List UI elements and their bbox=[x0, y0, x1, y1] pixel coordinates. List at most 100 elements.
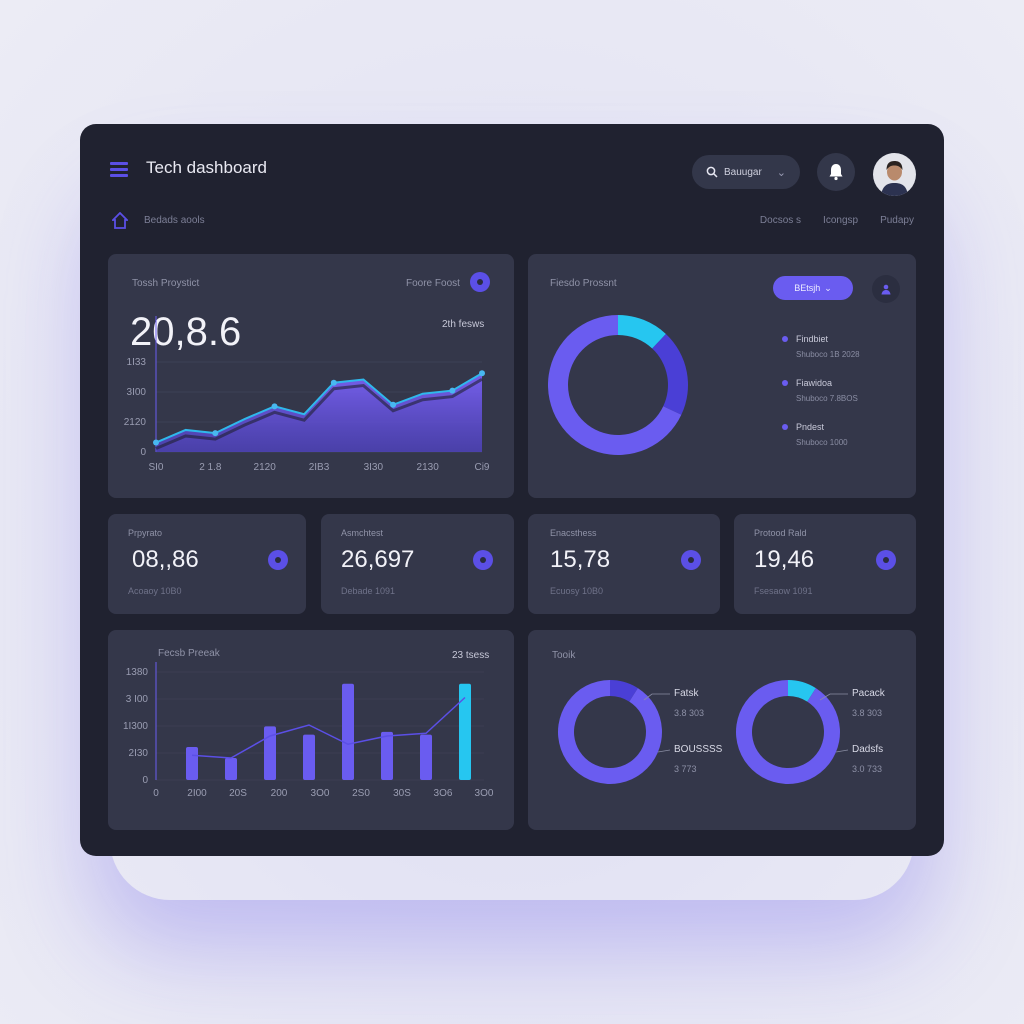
bar-x-tick: 30S bbox=[393, 788, 411, 799]
bar-x-tick: 3O6 bbox=[434, 788, 453, 799]
header-link-3[interactable]: Pudapy bbox=[880, 215, 914, 226]
stat-label-4: Protood Rald bbox=[754, 528, 807, 538]
header-links: Docsos s Icongsp Pudapy bbox=[760, 215, 914, 226]
avatar[interactable] bbox=[873, 153, 916, 196]
legend-name-1: Findbiet bbox=[782, 334, 860, 344]
menu-icon[interactable] bbox=[110, 162, 128, 178]
legend-dot-2 bbox=[782, 380, 788, 386]
stat-value-4: 19,46 bbox=[754, 546, 815, 573]
header-link-2[interactable]: Icongsp bbox=[823, 215, 859, 226]
search-label: Bauugar bbox=[724, 166, 762, 178]
bar-4 bbox=[303, 734, 315, 780]
main-donut-slice-2 bbox=[652, 333, 688, 415]
breadcrumb: Bedads aools bbox=[144, 215, 205, 226]
home-icon[interactable] bbox=[112, 212, 128, 230]
distribution-card: Fiesdo Prossnt bbox=[528, 254, 916, 498]
area-point bbox=[153, 439, 159, 446]
bell-icon bbox=[829, 164, 843, 181]
area-y-tick: 2120 bbox=[124, 417, 147, 428]
stat-label-2: Asmchtest bbox=[341, 528, 384, 538]
legend-detail-3: Shuboco 1000 bbox=[796, 438, 848, 447]
right-donut-leader-2 bbox=[835, 749, 849, 753]
left-donut-slice-1 bbox=[610, 680, 638, 702]
right-donut-slice-2 bbox=[736, 680, 840, 784]
stat-button-3[interactable] bbox=[681, 550, 701, 570]
area-y-tick: 0 bbox=[140, 447, 146, 458]
legend-name-3: Pndest bbox=[782, 422, 848, 432]
legend-label-3: Pndest bbox=[796, 422, 825, 432]
area-x-tick: 3I30 bbox=[364, 462, 384, 473]
stat-value-1: 08,,86 bbox=[132, 546, 199, 573]
distribution-card-label: Fiesdo Prossnt bbox=[550, 278, 617, 289]
filter-button-label: BEtsjh bbox=[794, 283, 821, 293]
area-fill bbox=[156, 373, 482, 452]
search-dropdown[interactable]: Bauugar ⌄ bbox=[692, 155, 800, 189]
revenue-card: Tossh Proystict Foore Foost 20,8.6 2th f… bbox=[108, 254, 514, 498]
legend-name-2: Fiawidoa bbox=[782, 378, 858, 388]
bar-trend-line bbox=[191, 696, 466, 759]
area-point bbox=[212, 430, 219, 437]
donut-pair-chart bbox=[558, 680, 849, 784]
notification-button[interactable] bbox=[817, 153, 855, 191]
bar-card-range: 23 tsess bbox=[452, 650, 490, 661]
bar-7 bbox=[420, 734, 432, 780]
stat-card-2[interactable]: Asmchtest 26,697 Debade 1091 bbox=[321, 514, 514, 614]
bar-x-tick: 2S0 bbox=[352, 788, 370, 799]
bar-chart-card: Fecsb Preeak 23 tsess 0 2I30 1I300 3 I00 138… bbox=[108, 630, 514, 830]
area-x-tick: 2IB3 bbox=[309, 462, 330, 473]
left-donut-slice-2 bbox=[558, 680, 662, 784]
chevron-down-icon: ⌄ bbox=[824, 282, 832, 293]
stat-button-2[interactable] bbox=[473, 550, 493, 570]
bar-x-tick: 20S bbox=[229, 788, 247, 799]
main-donut-chart bbox=[548, 315, 688, 455]
revenue-options-button[interactable] bbox=[470, 272, 490, 292]
area-shadow-line bbox=[155, 377, 483, 450]
stat-value-2: 26,697 bbox=[341, 546, 415, 573]
revenue-card-right-label: Foore Foost bbox=[406, 278, 460, 289]
bar-x-tick: 3O0 bbox=[311, 788, 330, 799]
stat-button-4[interactable] bbox=[876, 550, 896, 570]
bar-1 bbox=[186, 747, 198, 780]
stat-card-3[interactable]: Enacsthess 15,78 Ecuosy 10B0 bbox=[528, 514, 720, 614]
profile-shortcut-button[interactable] bbox=[872, 275, 900, 303]
bar-y-tick: 0 bbox=[142, 775, 148, 786]
app-title: Tech dashboard bbox=[146, 158, 267, 177]
bar-x-tick: 0 bbox=[153, 788, 159, 799]
chevron-down-icon: ⌄ bbox=[776, 166, 786, 179]
donut-right-value-2: 3.0 733 bbox=[852, 764, 883, 774]
header-link-1[interactable]: Docsos s bbox=[759, 215, 802, 226]
revenue-big-value: 20,8.6 bbox=[130, 310, 242, 354]
stat-card-1[interactable]: Prpyrato 08,,86 Acoaoy 10B0 bbox=[108, 514, 306, 614]
left-donut-leader-1 bbox=[643, 693, 670, 701]
filter-button[interactable]: BEtsjh ⌄ bbox=[773, 276, 853, 300]
legend-label-1: Findbiet bbox=[796, 334, 829, 344]
stat-sub-2: Debade 1091 bbox=[341, 586, 396, 596]
stat-label-1: Prpyrato bbox=[128, 528, 163, 538]
bar-5 bbox=[342, 683, 354, 780]
stat-card-4[interactable]: Protood Rald 19,46 Fsesaow 1091 bbox=[734, 514, 916, 614]
area-point bbox=[330, 379, 337, 386]
legend-dot-3 bbox=[782, 424, 788, 430]
bar-2 bbox=[225, 758, 237, 780]
legend-label-2: Fiawidoa bbox=[796, 378, 833, 388]
right-donut-leader-1 bbox=[819, 693, 848, 701]
user-avatar-icon bbox=[873, 153, 916, 196]
donuts-card: Tooik Fatsk 3.8 303 BOUSSSS 3 773 Pacack… bbox=[528, 630, 916, 830]
donut-left-label-1: Fatsk bbox=[674, 688, 699, 699]
donut-left-value-2: 3 773 bbox=[674, 764, 697, 774]
search-icon bbox=[706, 166, 718, 178]
legend-detail-1: Shuboco 1B 2028 bbox=[796, 350, 860, 359]
area-y-tick: 1I33 bbox=[127, 357, 147, 368]
bar-6 bbox=[381, 731, 393, 780]
stat-value-3: 15,78 bbox=[550, 546, 611, 573]
revenue-card-label: Tossh Proystict bbox=[132, 278, 200, 289]
area-point bbox=[271, 403, 278, 410]
left-donut-leader-2 bbox=[657, 749, 671, 753]
donut-left-value-1: 3.8 303 bbox=[674, 708, 705, 718]
donut-legend-3: Pndest Shuboco 1000 bbox=[782, 422, 848, 447]
area-x-tick: 2 1.8 bbox=[199, 462, 222, 473]
stat-button-1[interactable] bbox=[268, 550, 288, 570]
area-x-tick: SI0 bbox=[148, 462, 163, 473]
stat-sub-4: Fsesaow 1091 bbox=[754, 586, 813, 596]
area-x-tick: 2120 bbox=[254, 462, 277, 473]
